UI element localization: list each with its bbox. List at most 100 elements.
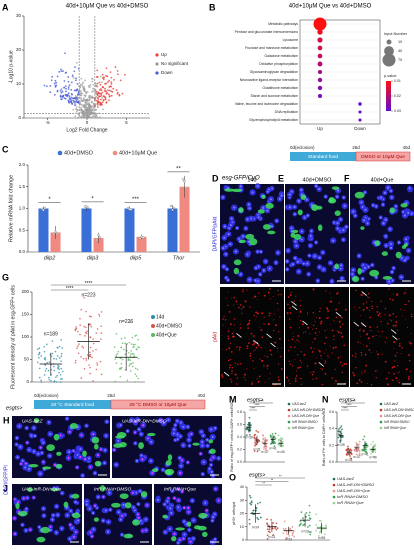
nucleus xyxy=(405,201,408,204)
legend-label: InR RNAi+Que xyxy=(384,426,406,430)
signal xyxy=(270,353,273,356)
nucleus xyxy=(24,529,27,532)
nucleus xyxy=(389,228,392,231)
jitter-dot xyxy=(277,434,280,437)
nucleus xyxy=(363,219,366,222)
volcano-dot xyxy=(80,77,83,80)
n-label: n=31 xyxy=(253,447,260,451)
volcano-dot xyxy=(79,94,82,97)
volcano-dot xyxy=(102,108,104,111)
volcano-dot xyxy=(102,78,105,81)
signal xyxy=(395,321,398,323)
nucleus xyxy=(236,227,239,230)
volcano-dot xyxy=(64,85,67,88)
jitter-dot xyxy=(134,381,137,383)
volcano-dot xyxy=(75,77,77,80)
nucleus xyxy=(67,456,70,459)
nucleus xyxy=(242,235,245,238)
volcano-dot xyxy=(93,88,96,91)
nucleus xyxy=(103,461,106,464)
gfp-cell xyxy=(94,460,102,467)
signal xyxy=(241,308,243,310)
y-tick-label: 10 xyxy=(240,525,244,529)
signal xyxy=(403,309,405,311)
nucleus xyxy=(33,434,36,437)
volcano-dot xyxy=(90,116,93,119)
chart-title: esgts> xyxy=(249,472,266,478)
signal xyxy=(249,355,252,357)
jitter-dot xyxy=(117,350,120,353)
jitter-dot xyxy=(48,378,51,381)
jitter-dot xyxy=(115,333,118,335)
nucleus xyxy=(246,218,249,221)
signal xyxy=(356,382,359,385)
signal xyxy=(407,377,410,379)
volcano-dot xyxy=(73,70,76,73)
signal xyxy=(310,371,312,373)
nucleus xyxy=(204,501,207,504)
replicate-dot xyxy=(52,232,56,236)
volcano-dot xyxy=(110,90,113,93)
signal xyxy=(327,317,329,319)
signal xyxy=(294,377,297,380)
nucleus xyxy=(26,496,29,499)
jitter-dot xyxy=(346,445,349,448)
legend-dot xyxy=(155,71,159,75)
nucleus xyxy=(251,191,254,194)
jitter-dot xyxy=(100,338,102,340)
signal xyxy=(264,355,266,357)
nucleus xyxy=(117,439,120,442)
signal xyxy=(291,338,294,341)
signal xyxy=(289,312,292,314)
jitter-dot xyxy=(337,430,340,433)
jitter-dot xyxy=(274,437,277,440)
gfp-cell xyxy=(300,194,307,200)
y-tick-label: Metabolic pathways xyxy=(268,22,298,26)
signal xyxy=(335,308,338,311)
phase-box xyxy=(110,399,206,410)
signal xyxy=(311,373,314,376)
jitter-dot xyxy=(370,452,372,455)
signal xyxy=(321,358,322,360)
jitter-dot xyxy=(136,368,139,371)
signal xyxy=(230,351,233,353)
nucleus xyxy=(212,515,215,518)
signal xyxy=(362,303,365,305)
signal xyxy=(404,303,406,306)
jitter-dot xyxy=(82,357,85,360)
signal xyxy=(341,371,344,374)
image-bg xyxy=(285,287,349,387)
nucleus xyxy=(255,266,258,269)
n-label: n=40 xyxy=(277,450,284,454)
volcano-dot xyxy=(90,110,93,113)
y-tick-label: 30 xyxy=(240,498,244,502)
dot xyxy=(317,45,323,51)
signal xyxy=(239,304,242,306)
panel-letter: F xyxy=(344,173,350,183)
volcano-dot xyxy=(96,76,99,78)
nucleus xyxy=(100,448,103,451)
n-label: n=189 xyxy=(44,331,58,337)
signal xyxy=(337,330,339,332)
gfp-cell xyxy=(46,444,55,452)
nucleus xyxy=(262,269,265,272)
jitter-dot xyxy=(91,356,93,359)
nucleus xyxy=(352,210,355,213)
volcano-dot xyxy=(56,90,59,93)
jitter-dot xyxy=(85,359,88,361)
volcano-dot xyxy=(86,108,89,111)
nucleus xyxy=(42,507,45,510)
nucleus xyxy=(403,214,406,217)
arrow xyxy=(291,305,298,311)
jitter-dot xyxy=(308,517,311,519)
signal xyxy=(323,352,325,354)
nucleus xyxy=(42,441,45,444)
nucleus xyxy=(170,512,173,515)
signal xyxy=(318,317,321,320)
signal xyxy=(362,329,365,332)
signal xyxy=(231,370,233,372)
n-label: n=39 xyxy=(337,443,344,447)
nucleus xyxy=(201,473,204,476)
legend-dot xyxy=(151,333,155,337)
volcano-dot xyxy=(77,67,80,70)
